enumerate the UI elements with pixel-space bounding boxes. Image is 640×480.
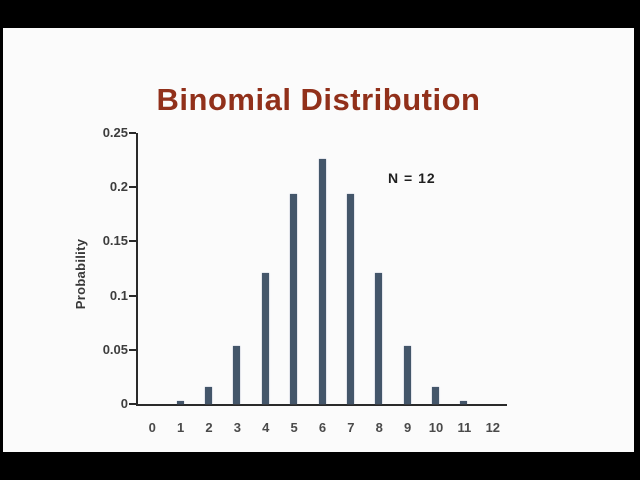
- y-tick-label: 0.05: [102, 341, 128, 357]
- y-tick-mark: [129, 348, 136, 351]
- x-tick-label: 11: [457, 420, 472, 435]
- bar-8: [375, 273, 383, 404]
- x-tick-label: 9: [404, 420, 412, 435]
- y-tick-mark: [129, 294, 136, 297]
- plot-area: [129, 132, 507, 406]
- x-tick-label: 12: [485, 420, 501, 435]
- x-tick-label: 0: [148, 420, 156, 435]
- bar-11: [460, 401, 468, 404]
- y-tick-label: 0.25: [102, 125, 128, 140]
- slide-panel: Binomial Distribution Probability N = 12…: [3, 28, 634, 452]
- bar-9: [403, 346, 411, 404]
- x-tick-label: 2: [205, 420, 213, 435]
- chart-title: Binomial Distribution: [156, 82, 481, 117]
- bar-1: [176, 401, 184, 404]
- y-tick-label: 0.15: [102, 233, 128, 249]
- y-tick-mark: [129, 186, 136, 189]
- bar-2: [204, 387, 212, 404]
- x-tick-label: 3: [233, 420, 241, 435]
- x-tick-label: 4: [262, 420, 270, 435]
- bar-6: [318, 159, 326, 404]
- y-tick-mark: [129, 240, 136, 243]
- y-tick-label: 0.2: [109, 179, 128, 195]
- x-tick-label: 8: [375, 420, 383, 435]
- x-tick-label: 7: [347, 420, 355, 435]
- bar-4: [261, 273, 269, 404]
- x-tick-label: 5: [290, 420, 298, 435]
- y-tick-label: 0.1: [109, 287, 128, 303]
- x-tick-label: 1: [176, 420, 185, 435]
- y-tick-mark: [129, 403, 136, 405]
- bar-5: [290, 194, 298, 404]
- y-tick-label: 0: [120, 396, 128, 411]
- annotation-n: N = 12: [388, 170, 436, 186]
- x-tick-label: 10: [428, 420, 444, 435]
- bar-10: [432, 387, 440, 404]
- x-tick-label: 6: [318, 420, 327, 435]
- y-tick-mark: [129, 132, 136, 134]
- bar-7: [346, 194, 354, 404]
- bar-3: [233, 346, 241, 404]
